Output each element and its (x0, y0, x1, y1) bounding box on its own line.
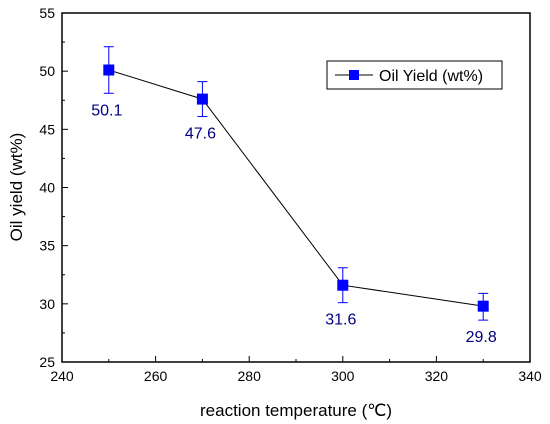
legend-marker (349, 70, 359, 80)
y-tick-label: 45 (39, 121, 55, 137)
x-tick-label: 340 (518, 368, 542, 384)
data-label: 31.6 (325, 312, 356, 329)
y-tick-label: 50 (39, 63, 55, 79)
series-layer: 50.1 47.6 31.6 29.8 (91, 46, 497, 346)
data-label: 50.1 (91, 102, 122, 119)
data-point (196, 93, 208, 105)
data-label: 47.6 (185, 126, 216, 143)
legend-label: Oil Yield (wt%) (379, 68, 483, 85)
y-tick-label: 25 (39, 354, 55, 370)
data-point (477, 300, 489, 312)
y-tick-label: 35 (39, 238, 55, 254)
legend: Oil Yield (wt%) (326, 60, 503, 90)
x-tick-label: 260 (144, 368, 168, 384)
x-tick-label: 300 (331, 368, 355, 384)
y-tick-label: 55 (39, 5, 55, 21)
x-tick-label: 320 (425, 368, 449, 384)
data-point (103, 64, 115, 76)
x-axis-title: reaction temperature (℃) (200, 401, 392, 420)
y-tick-label: 30 (39, 296, 55, 312)
y-axis: 25 30 35 40 45 50 55 (39, 5, 68, 370)
series-line (108, 69, 484, 307)
x-axis: 240 260 280 300 320 340 (50, 356, 542, 384)
data-label: 29.8 (466, 329, 497, 346)
y-tick-label: 40 (39, 180, 55, 196)
x-tick-label: 240 (50, 368, 74, 384)
x-tick-label: 280 (238, 368, 262, 384)
data-point (337, 279, 349, 291)
y-axis-title: Oil yield (wt%) (7, 133, 26, 242)
